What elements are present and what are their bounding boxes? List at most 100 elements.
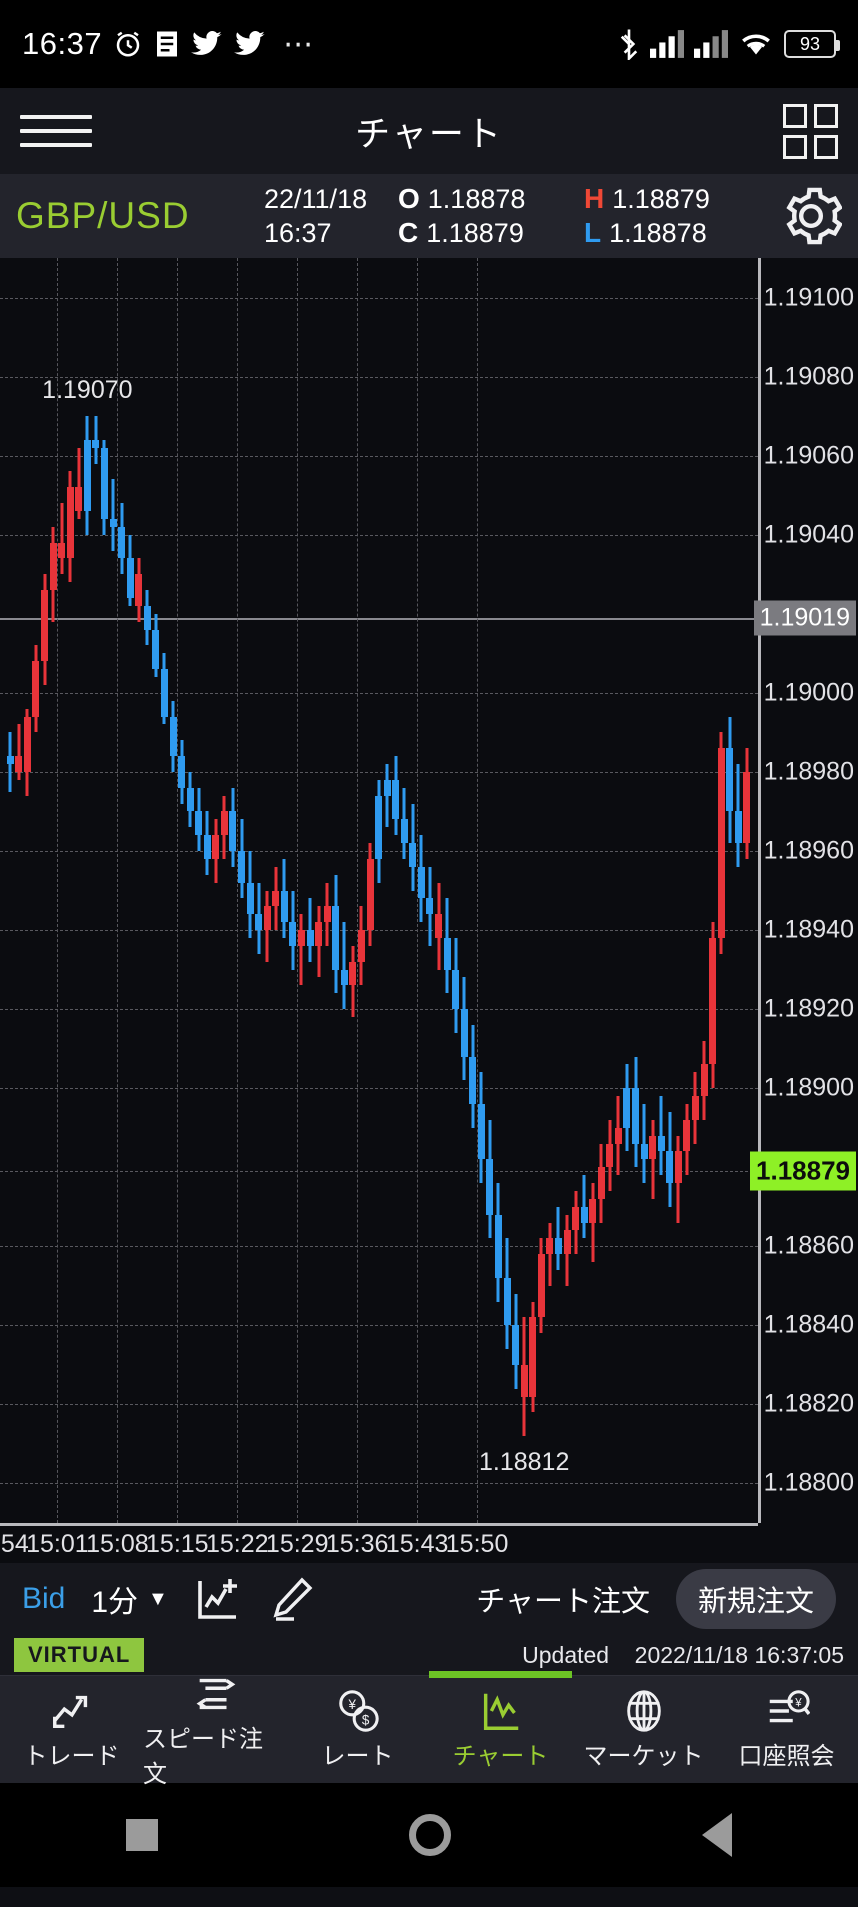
candlestick [349, 945, 357, 1017]
candle-body [118, 526, 126, 559]
price-axis-tick: 1.18920 [763, 994, 854, 1023]
price-axis-tick: 1.18980 [763, 757, 854, 786]
price-axis-tick: 1.19080 [763, 362, 854, 391]
time-axis-tick: 15:50 [445, 1530, 509, 1558]
status-bar-right: 93 [618, 28, 840, 60]
circle-home-icon[interactable] [408, 1814, 451, 1856]
candle-body [126, 558, 134, 598]
candle-body [255, 914, 263, 931]
nav-item-rate-coins[interactable]: ¥ $ レート [286, 1688, 429, 1771]
candle-body [709, 937, 717, 1065]
candle-body [649, 1135, 657, 1160]
candlestick [726, 716, 734, 844]
square-recents-icon[interactable] [125, 1819, 158, 1851]
ohlc-date: 22/11/18 [264, 183, 368, 214]
chart-toolbar: Bid 1分 ▼ チャート注文 新規注文 [0, 1563, 858, 1635]
candle-body [41, 590, 49, 662]
ohlc-grid: 22/11/18 O 1.18878 H 1.18879 16:37 C 1.1… [264, 183, 770, 249]
close-key: C [398, 217, 419, 248]
nav-item-account-inquiry[interactable]: ¥ 口座照会 [715, 1688, 858, 1771]
chart-order-button[interactable]: チャート注文 [476, 1586, 650, 1618]
bottom-navigation: トレード スピード注文 ¥ $ レート チャート マーケット ¥ 口座照会 [0, 1675, 858, 1788]
price-axis-tick: 1.18940 [763, 915, 854, 944]
candle-body [263, 906, 271, 931]
candlestick [503, 1238, 511, 1350]
nav-item-trade-chart[interactable]: トレード [0, 1688, 143, 1771]
candle-wick [299, 914, 303, 986]
updated-timestamp: Updated 2022/11/18 16:37:05 [522, 1642, 844, 1669]
timeframe-selector[interactable]: 1分 ▼ [91, 1577, 167, 1621]
nav-item-globe-market[interactable]: マーケット [572, 1688, 715, 1771]
trade-chart-icon [49, 1688, 95, 1730]
nav-item-label: チャート [452, 1743, 549, 1770]
current-price-badge: 1.18879 [750, 1151, 856, 1191]
candlestick [272, 866, 280, 931]
price-axis[interactable]: 1.19100 1.19080 1.19060 1.19040 1.19000 1.189… [750, 258, 858, 1523]
candle-body [417, 866, 425, 899]
candle-body [529, 1317, 537, 1397]
updated-value: 2022/11/18 16:37:05 [634, 1641, 844, 1668]
android-navigation-bar [0, 1783, 858, 1887]
time-axis-tick: 15:43 [385, 1530, 449, 1558]
candle-body [400, 819, 408, 844]
nav-item-chart[interactable]: チャート [429, 1688, 572, 1771]
candlestick [229, 787, 237, 867]
candle-body [297, 930, 305, 946]
candle-body [246, 882, 254, 915]
updated-label: Updated [522, 1641, 610, 1668]
candle-body [554, 1238, 562, 1255]
candle-body [340, 969, 348, 986]
candle-body [691, 1096, 699, 1120]
candlestick [41, 574, 49, 685]
candlestick [289, 890, 297, 970]
candle-body [589, 1198, 597, 1223]
new-order-button[interactable]: 新規注文 [675, 1569, 836, 1629]
battery-level: 93 [799, 33, 821, 54]
svg-text:$: $ [361, 1712, 369, 1727]
ohlc-close: C 1.18879 [398, 217, 584, 249]
price-chart[interactable]: 1.19070 1.18812 1.19100 1.19080 1.19060 1.19… [0, 258, 858, 1563]
add-indicator-icon[interactable] [194, 1575, 242, 1623]
candlestick [477, 1072, 485, 1184]
wifi-icon [742, 34, 770, 55]
candlestick [452, 937, 460, 1033]
candle-body [186, 787, 194, 812]
grid-layout-icon[interactable] [783, 103, 838, 159]
bid-ask-toggle[interactable]: Bid [22, 1582, 66, 1615]
grid-line-vertical [297, 258, 299, 1523]
page-title: チャート [355, 114, 503, 154]
svg-text:¥: ¥ [794, 1697, 802, 1709]
hamburger-menu-icon[interactable] [20, 115, 92, 147]
candlestick [366, 843, 374, 946]
status-strip: VIRTUAL Updated 2022/11/18 16:37:05 [0, 1635, 858, 1678]
symbol-label[interactable]: GBP/USD [16, 195, 190, 236]
chart-plot-area[interactable]: 1.19070 1.18812 [0, 258, 758, 1523]
candlestick [75, 447, 83, 519]
candle-body [6, 756, 14, 764]
timeframe-label: 1分 [91, 1586, 139, 1619]
ohlc-time: 16:37 [264, 217, 332, 248]
triangle-back-icon[interactable] [702, 1813, 733, 1857]
candlestick [375, 779, 383, 883]
pencil-draw-icon[interactable] [268, 1575, 316, 1623]
gear-icon[interactable] [780, 185, 842, 247]
candle-wick [77, 447, 81, 519]
candlestick [563, 1214, 571, 1286]
speed-order-icon [192, 1671, 238, 1713]
grid-line-vertical [57, 258, 59, 1523]
ohlc-low: L 1.18878 [584, 217, 770, 249]
candlestick [383, 764, 391, 828]
note-icon [157, 31, 178, 57]
high-price-annotation: 1.19070 [42, 376, 133, 405]
candle-body [452, 969, 460, 1010]
time-axis[interactable]: 14:5415:0115:0815:1515:2215:2915:3615:43… [0, 1523, 758, 1563]
candle-body [392, 779, 400, 820]
candlestick [238, 819, 246, 899]
candlestick [409, 803, 417, 891]
grid-line-horizontal [0, 1483, 758, 1485]
candle-body [383, 779, 391, 796]
candlestick [297, 914, 305, 986]
nav-item-speed-order[interactable]: スピード注文 [143, 1671, 286, 1789]
candle-body [109, 518, 117, 527]
